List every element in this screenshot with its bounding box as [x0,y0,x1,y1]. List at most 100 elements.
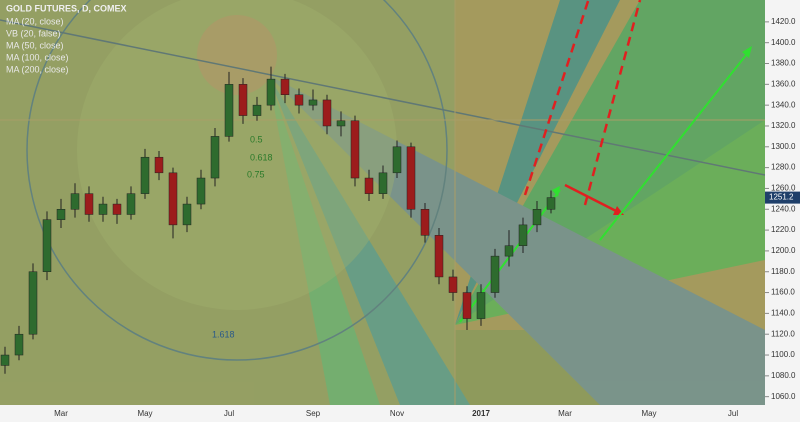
candle-body [98,203,108,215]
circle [197,15,277,95]
legend-entry: MA (100, close) [6,52,69,62]
candle-body [28,271,38,335]
candle-body [462,292,472,319]
candle-body [448,276,458,293]
legend-entry: VB (20, false) [6,28,61,38]
y-tick-label: 1320.0 [771,121,796,130]
candle-body [154,156,164,174]
candle-body [0,354,10,366]
legend-entry: MA (50, close) [6,40,64,50]
candle-body [238,84,248,116]
candle-body [196,177,206,205]
y-tick-label: 1080.0 [771,371,796,380]
candle-body [294,94,304,106]
fib-label: 0.618 [250,152,273,162]
legend-entry: MA (200, close) [6,64,69,74]
trend-line [0,19,766,176]
candle-body [70,193,80,210]
x-tick-label: Nov [390,409,404,418]
fan [268,75,380,405]
arrow [599,49,751,241]
y-tick-label: 1360.0 [771,79,796,88]
candles [0,66,556,374]
y-tick-label: 1140.0 [771,308,795,317]
chart-title: GOLD FUTURES, D, COMEX [6,3,127,13]
candle-body [322,99,332,127]
candle-body [112,203,122,215]
candle-body [350,120,360,179]
fan [268,75,765,405]
legend: GOLD FUTURES, D, COMEX MA (20, close) VB… [6,3,127,74]
candle-body [224,84,234,137]
y-tick-label: 1100.0 [771,350,795,359]
candle-body [546,197,556,210]
y-tick-label: 1420.0 [771,17,796,26]
y-tick-label: 1060.0 [771,392,796,401]
candle-body [56,209,66,220]
fib-label: 1.618 [212,329,235,339]
projection [583,0,642,206]
fan [268,75,470,405]
candle-body [420,209,430,236]
arrow-head [552,186,560,197]
x-tick-label: Sep [306,409,321,418]
candle-body [392,146,402,174]
y-tick-label: 1400.0 [771,38,796,47]
candle-body [168,172,178,226]
fib-label: 0.75 [247,169,265,179]
y-tick-label: 1260.0 [771,184,796,193]
candle-body [490,255,500,293]
y-tick-label: 1380.0 [771,59,796,68]
x-tick-label: Jul [224,409,234,418]
candle-body [378,172,388,194]
candle-body [140,156,150,194]
y-tick-label: 1160.0 [771,288,795,297]
y-tick-label: 1120.0 [771,329,795,338]
candle-body [476,292,486,319]
price-label: 1251.2 [769,193,794,202]
candle-body [252,104,262,116]
candle-body [308,99,318,106]
arc [77,0,397,310]
projection [523,0,590,196]
arc [26,0,448,361]
candle-body [266,78,276,106]
y-tick-label: 1240.0 [771,204,796,213]
candle-body [532,209,542,226]
candle-body [364,177,374,194]
y-tick-label: 1280.0 [771,163,796,172]
y-tick-label: 1200.0 [771,246,796,255]
candle-body [518,224,528,246]
y-tick-label: 1180.0 [771,267,795,276]
candle-body [14,333,24,356]
candle-body [336,120,346,127]
y-axis [765,0,800,422]
candle-body [406,146,416,210]
y-tick-label: 1220.0 [771,225,796,234]
price-tag [765,191,800,204]
fib-label: 0.5 [250,134,263,144]
x-tick-label: Mar [54,409,68,418]
x-tick-label: May [137,409,152,418]
candle-body [210,136,220,179]
candle-body [42,219,52,272]
x-tick-label: May [641,409,656,418]
y-tick-label: 1340.0 [771,100,796,109]
y-tick-label: 1300.0 [771,142,796,151]
x-axis [0,405,765,422]
candle-body [182,203,192,226]
arrow-head [742,46,752,58]
candle-body [434,235,444,278]
legend-entry: MA (20, close) [6,16,64,26]
arrow [564,183,621,215]
x-tick-label: 2017 [472,409,490,418]
candle-body [504,245,514,257]
x-tick-label: Mar [558,409,572,418]
fib-labels: 0.5 0.618 0.75 1.618 [212,134,273,339]
candle-body [280,78,290,95]
candle-body [126,193,136,215]
x-tick-label: Jul [728,409,738,418]
candle-body [84,193,94,215]
